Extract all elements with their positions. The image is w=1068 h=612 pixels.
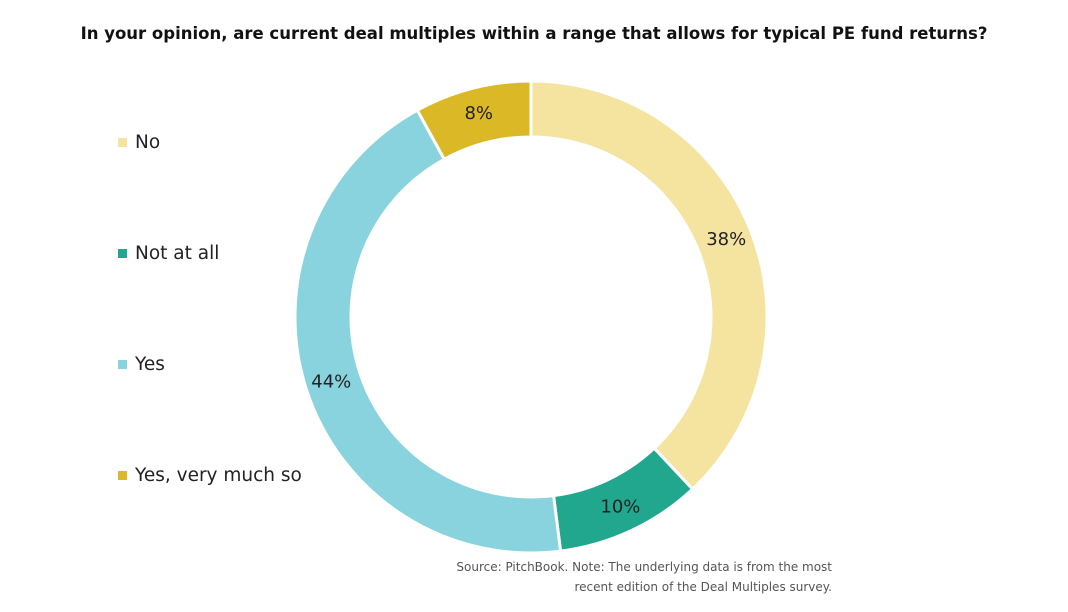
slice-yes-very-much-so bbox=[415, 79, 533, 162]
data-label-not-at-all: 10% bbox=[600, 497, 640, 518]
legend-label-not-at-all: Not at all bbox=[135, 243, 220, 264]
legend-item-yes-very-much-so: Yes, very much so bbox=[118, 465, 302, 486]
legend-label-yes-very-much-so: Yes, very much so bbox=[135, 465, 302, 486]
chart-title: In your opinion, are current deal multip… bbox=[80, 24, 988, 43]
source-line-1: Source: PitchBook. Note: The underlying … bbox=[456, 560, 832, 574]
legend-item-yes: Yes bbox=[118, 354, 165, 375]
source-line-2: recent edition of the Deal Multiples sur… bbox=[574, 580, 832, 594]
slice-yes bbox=[293, 108, 563, 555]
legend-swatch-not-at-all bbox=[118, 249, 127, 258]
data-label-yes-very-much-so: 8% bbox=[464, 103, 493, 124]
legend-label-no: No bbox=[135, 132, 161, 153]
data-label-no: 38% bbox=[706, 229, 746, 250]
legend-swatch-yes-very-much-so bbox=[118, 471, 127, 480]
legend-item-no: No bbox=[118, 132, 160, 153]
source-note: Source: PitchBook. Note: The underlying … bbox=[456, 557, 832, 597]
legend-swatch-yes bbox=[118, 360, 127, 369]
data-label-yes: 44% bbox=[311, 371, 351, 392]
legend-item-not-at-all: Not at all bbox=[118, 243, 219, 264]
slice-no bbox=[529, 79, 769, 492]
legend-label-yes: Yes bbox=[135, 354, 165, 375]
legend-swatch-no bbox=[118, 138, 127, 147]
